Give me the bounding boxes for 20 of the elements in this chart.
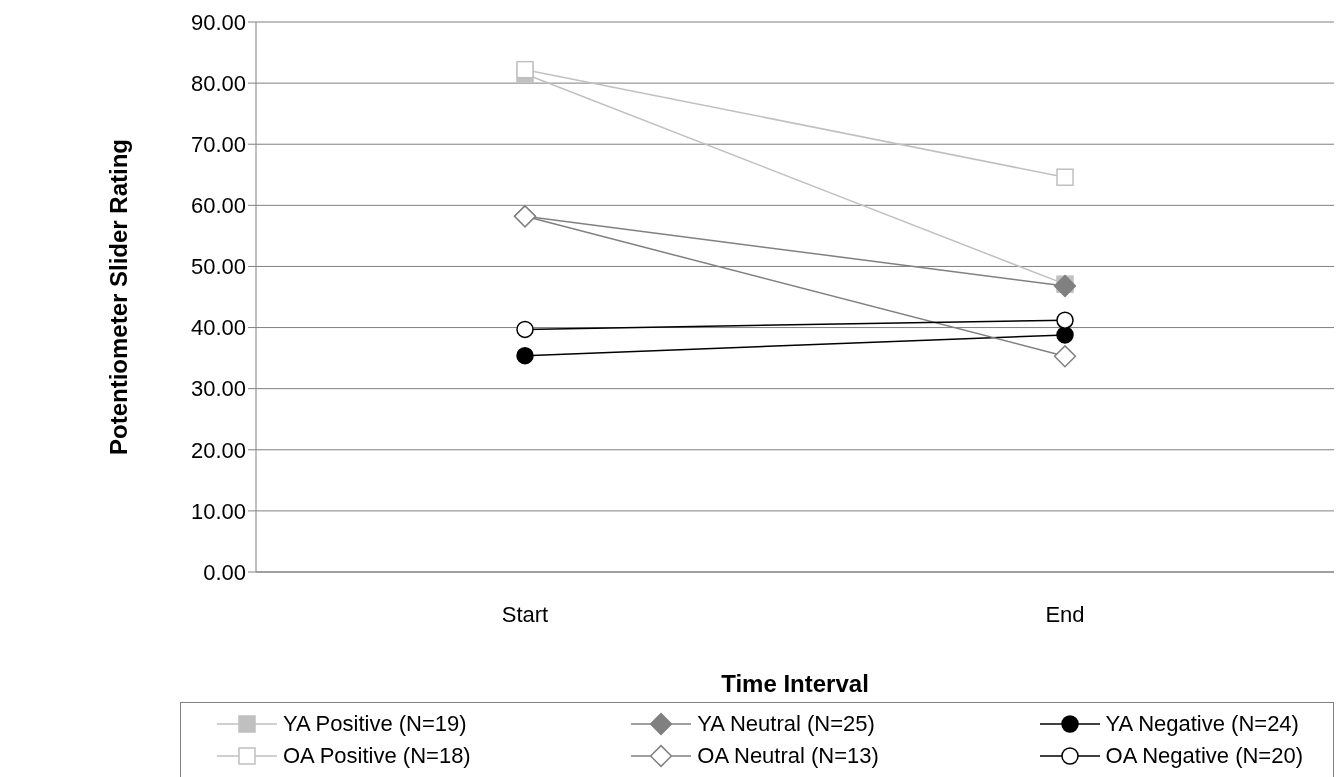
x-tick-label: Start — [501, 601, 549, 627]
y-tick-label: 0.00 — [203, 559, 246, 585]
y-tick-label: 60.00 — [190, 193, 246, 219]
y-tick-label: 30.00 — [190, 376, 246, 402]
legend-label: YA Negative (N=24) — [1105, 711, 1299, 737]
y-tick-label: 50.00 — [190, 254, 246, 280]
y-tick-label: 40.00 — [190, 315, 246, 341]
legend-label: YA Neutral (N=25) — [697, 711, 875, 737]
legend-label: YA Positive (N=19) — [283, 711, 467, 737]
y-tick-label: 10.00 — [190, 498, 246, 524]
legend-label: OA Neutral (N=13) — [697, 743, 879, 769]
y-tick-label: 90.00 — [190, 9, 246, 35]
legend-label: OA Positive (N=18) — [283, 743, 471, 769]
y-axis-title: Potentiometer Slider Rating — [104, 138, 132, 456]
x-tick-label: End — [1045, 601, 1085, 627]
y-tick-label: 80.00 — [190, 70, 246, 96]
y-tick-label: 20.00 — [190, 437, 246, 463]
y-tick-label: 70.00 — [190, 132, 246, 158]
x-axis-title: Time Interval — [721, 670, 869, 697]
legend-label: OA Negative (N=20) — [1105, 743, 1303, 769]
